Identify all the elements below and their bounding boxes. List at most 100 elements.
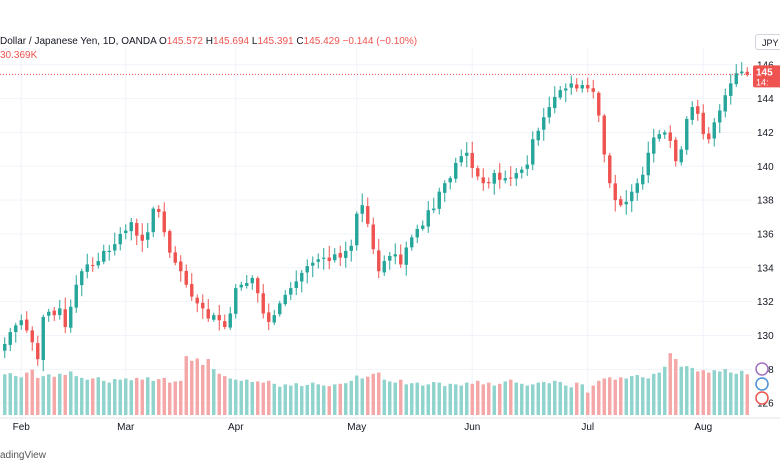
candle-body[interactable] bbox=[410, 237, 414, 248]
candle-body[interactable] bbox=[399, 254, 403, 265]
event-markers[interactable] bbox=[755, 362, 769, 405]
candle-body[interactable] bbox=[547, 107, 551, 118]
candle-body[interactable] bbox=[162, 211, 166, 233]
candle-body[interactable] bbox=[696, 106, 700, 114]
candle-body[interactable] bbox=[333, 254, 337, 261]
candle-body[interactable] bbox=[454, 162, 458, 179]
candle-body[interactable] bbox=[426, 210, 430, 227]
candle-body[interactable] bbox=[41, 316, 45, 360]
candle-body[interactable] bbox=[668, 132, 672, 141]
candle-body[interactable] bbox=[135, 223, 139, 236]
candle-body[interactable] bbox=[228, 313, 232, 328]
candle-body[interactable] bbox=[179, 261, 183, 272]
candle-body[interactable] bbox=[300, 272, 304, 282]
candle-body[interactable] bbox=[624, 201, 628, 205]
candle-body[interactable] bbox=[190, 283, 194, 297]
candle-body[interactable] bbox=[52, 310, 56, 316]
candle-body[interactable] bbox=[305, 266, 309, 273]
candle-body[interactable] bbox=[212, 315, 216, 320]
candle-body[interactable] bbox=[586, 85, 590, 89]
candle-body[interactable] bbox=[690, 107, 694, 120]
candle-body[interactable] bbox=[564, 88, 568, 91]
candle-body[interactable] bbox=[327, 257, 331, 262]
candle-body[interactable] bbox=[80, 271, 84, 286]
candle-body[interactable] bbox=[96, 261, 100, 266]
candle-body[interactable] bbox=[157, 208, 161, 212]
candle-body[interactable] bbox=[173, 252, 177, 263]
candle-body[interactable] bbox=[641, 174, 645, 185]
candle-body[interactable] bbox=[459, 156, 463, 163]
candle-body[interactable] bbox=[58, 308, 62, 316]
candle-body[interactable] bbox=[712, 122, 716, 139]
candle-body[interactable] bbox=[740, 71, 744, 74]
candle-body[interactable] bbox=[657, 134, 661, 139]
candle-body[interactable] bbox=[520, 169, 524, 173]
candle-body[interactable] bbox=[745, 71, 749, 75]
candle-body[interactable] bbox=[542, 117, 546, 130]
candle-body[interactable] bbox=[531, 139, 535, 165]
candle-body[interactable] bbox=[272, 315, 276, 323]
candle-body[interactable] bbox=[168, 231, 172, 253]
candle-body[interactable] bbox=[509, 177, 513, 179]
candle-body[interactable] bbox=[707, 133, 711, 140]
candle-body[interactable] bbox=[492, 173, 496, 184]
candle-body[interactable] bbox=[146, 232, 150, 240]
candle-body[interactable] bbox=[558, 90, 562, 98]
candle-body[interactable] bbox=[85, 264, 89, 272]
candle-body[interactable] bbox=[525, 164, 529, 169]
candle-body[interactable] bbox=[3, 343, 7, 351]
candle-body[interactable] bbox=[575, 84, 579, 89]
candle-body[interactable] bbox=[140, 234, 144, 241]
candle-body[interactable] bbox=[652, 137, 656, 154]
candle-body[interactable] bbox=[129, 222, 133, 232]
candle-body[interactable] bbox=[217, 315, 221, 321]
candle-body[interactable] bbox=[316, 259, 320, 262]
candle-body[interactable] bbox=[701, 112, 705, 135]
candle-body[interactable] bbox=[734, 73, 738, 85]
currency-selector[interactable]: JPY bbox=[755, 34, 780, 50]
candle-body[interactable] bbox=[107, 250, 111, 253]
candle-body[interactable] bbox=[718, 110, 722, 123]
candle-body[interactable] bbox=[102, 250, 106, 262]
candle-body[interactable] bbox=[19, 320, 23, 326]
candle-body[interactable] bbox=[388, 255, 392, 261]
candle-body[interactable] bbox=[91, 265, 95, 267]
event-marker-icon[interactable] bbox=[755, 362, 769, 376]
candle-body[interactable] bbox=[630, 191, 634, 202]
candle-body[interactable] bbox=[602, 115, 606, 155]
candle-body[interactable] bbox=[63, 309, 67, 328]
candle-body[interactable] bbox=[608, 155, 612, 184]
candle-body[interactable] bbox=[448, 178, 452, 183]
candle-body[interactable] bbox=[470, 153, 474, 168]
candle-body[interactable] bbox=[184, 270, 188, 285]
candle-body[interactable] bbox=[432, 208, 436, 211]
candle-body[interactable] bbox=[223, 321, 227, 328]
candle-body[interactable] bbox=[118, 233, 122, 245]
candle-body[interactable] bbox=[437, 191, 441, 209]
candle-body[interactable] bbox=[113, 244, 117, 251]
candle-body[interactable] bbox=[415, 228, 419, 238]
candle-body[interactable] bbox=[366, 206, 370, 224]
candle-body[interactable] bbox=[36, 343, 40, 360]
candle-body[interactable] bbox=[679, 149, 683, 163]
candle-body[interactable] bbox=[294, 281, 298, 289]
event-marker-icon[interactable] bbox=[755, 391, 769, 405]
candle-body[interactable] bbox=[646, 152, 650, 176]
candle-body[interactable] bbox=[476, 168, 480, 177]
candle-body[interactable] bbox=[278, 303, 282, 315]
candle-body[interactable] bbox=[729, 83, 733, 96]
candle-body[interactable] bbox=[503, 178, 507, 181]
candle-body[interactable] bbox=[201, 302, 205, 309]
candle-body[interactable] bbox=[619, 199, 623, 206]
candle-body[interactable] bbox=[569, 83, 573, 88]
candle-body[interactable] bbox=[311, 262, 315, 266]
candle-body[interactable] bbox=[613, 183, 617, 201]
brand-label[interactable]: adingView bbox=[0, 450, 46, 461]
candle-body[interactable] bbox=[481, 177, 485, 184]
candle-body[interactable] bbox=[151, 208, 155, 233]
candles[interactable] bbox=[3, 62, 749, 372]
candle-body[interactable] bbox=[14, 325, 18, 333]
candle-body[interactable] bbox=[597, 92, 601, 116]
candle-body[interactable] bbox=[250, 277, 254, 284]
